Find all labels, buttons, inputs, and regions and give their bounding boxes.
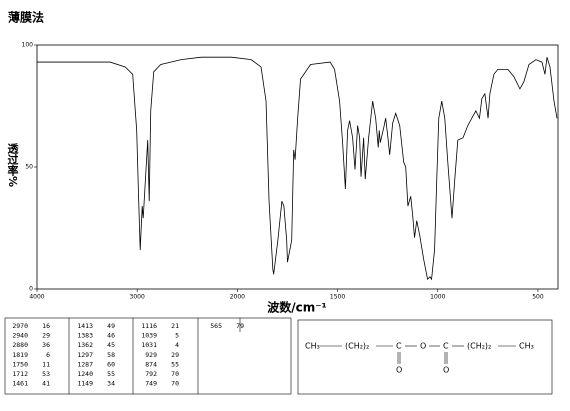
peak-transmittance: 49 [107, 322, 115, 330]
structure-group: C [396, 342, 402, 351]
x-tick-label: 4000 [29, 294, 44, 301]
y-axis-label: 透过率% [6, 143, 19, 187]
peak-transmittance: 36 [42, 341, 50, 349]
peak-wavenumber: 792 [145, 370, 157, 378]
peak-wavenumber: 749 [145, 380, 157, 388]
peak-table-frame [4, 317, 292, 395]
peak-transmittance: 29 [171, 351, 179, 359]
peak-wavenumber: 565 [210, 322, 222, 330]
peak-wavenumber: 1413 [77, 322, 93, 330]
plot-frame [36, 44, 559, 290]
y-tick-label: 0 [29, 286, 33, 293]
peak-transmittance: 55 [171, 360, 179, 368]
peak-transmittance: 5 [175, 332, 179, 340]
structure-group: (CH₂)₂ [345, 342, 369, 351]
structure-group: C [443, 342, 449, 351]
spectrum-line [37, 56, 558, 281]
peak-transmittance: 4 [175, 341, 179, 349]
peak-transmittance: 11 [42, 360, 50, 368]
y-tick-label: 100 [22, 42, 34, 49]
peak-wavenumber: 1031 [141, 341, 157, 349]
peak-wavenumber: 1750 [12, 360, 28, 368]
peak-wavenumber: 2940 [12, 332, 28, 340]
peak-wavenumber: 1712 [12, 370, 28, 378]
peak-transmittance: 46 [107, 332, 115, 340]
structure-group: CH₃ [305, 342, 320, 351]
peak-transmittance: 29 [42, 332, 50, 340]
peak-transmittance: 58 [107, 351, 115, 359]
peak-transmittance: 41 [42, 380, 50, 388]
peak-wavenumber: 1362 [77, 341, 93, 349]
peak-wavenumber: 1287 [77, 360, 93, 368]
structure-frame [297, 319, 553, 395]
peak-wavenumber: 2970 [12, 322, 28, 330]
peak-transmittance: 16 [42, 322, 50, 330]
peak-transmittance: 6 [46, 351, 50, 359]
peak-wavenumber: 1297 [77, 351, 93, 359]
peak-wavenumber: 1461 [12, 380, 28, 388]
peak-wavenumber: 874 [145, 360, 157, 368]
peak-transmittance: 53 [42, 370, 50, 378]
chart-title: 薄膜法 [8, 10, 44, 25]
peak-wavenumber: 929 [145, 351, 157, 359]
x-tick-label: 3000 [130, 294, 145, 301]
structure-group: CH₃ [519, 342, 534, 351]
structure-group: O [420, 342, 426, 351]
x-tick-label: 2000 [230, 294, 245, 301]
x-axis-label: 波数/cm⁻¹ [267, 300, 327, 315]
peak-wavenumber: 1383 [77, 332, 93, 340]
peak-transmittance: 55 [107, 370, 115, 378]
peak-wavenumber: 1116 [141, 322, 157, 330]
carbonyl-oxygen: O [443, 366, 449, 375]
peak-transmittance: 45 [107, 341, 115, 349]
peak-wavenumber: 1149 [77, 380, 93, 388]
peak-wavenumber: 1240 [77, 370, 93, 378]
peak-transmittance: 34 [107, 380, 115, 388]
y-tick-label: 50 [25, 164, 33, 171]
structure-group: (CH₂)₂ [467, 342, 491, 351]
x-tick-label: 1500 [330, 294, 345, 301]
peak-wavenumber: 1819 [12, 351, 28, 359]
peak-transmittance: 70 [171, 370, 179, 378]
peak-transmittance: 70 [171, 380, 179, 388]
x-tick-label: 1000 [430, 294, 445, 301]
peak-wavenumber: 1039 [141, 332, 157, 340]
x-tick-label: 500 [532, 294, 544, 301]
peak-wavenumber: 2880 [12, 341, 28, 349]
carbonyl-oxygen: O [396, 366, 402, 375]
peak-transmittance: 60 [107, 360, 115, 368]
peak-transmittance: 21 [171, 322, 179, 330]
